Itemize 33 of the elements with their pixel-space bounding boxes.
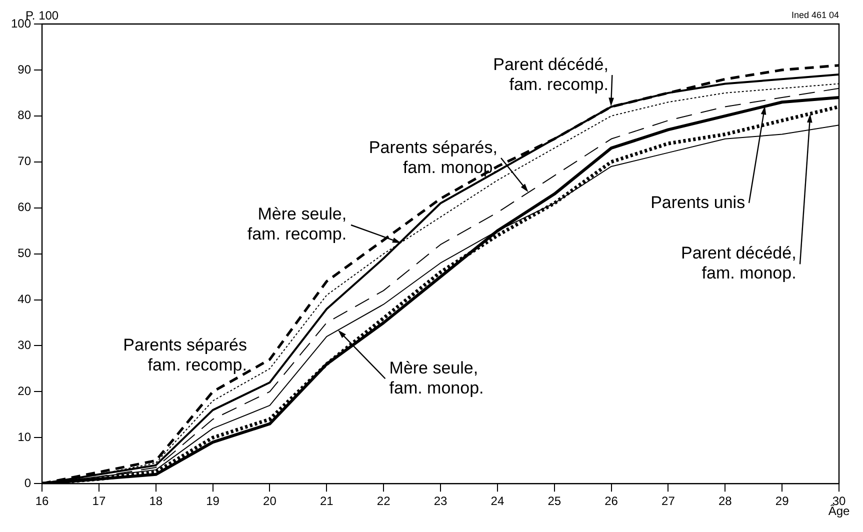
- x-tick-label: 20: [263, 494, 277, 508]
- series-label: Parents séparés fam. recomp.: [123, 335, 247, 374]
- x-tick-label: 27: [662, 494, 676, 508]
- y-tick-label: 60: [18, 200, 32, 214]
- text: Ined 461 04: [791, 10, 839, 20]
- x-tick-label: 25: [548, 494, 562, 508]
- x-axis-title: Âge: [828, 504, 850, 518]
- x-tick-label: 24: [490, 494, 504, 508]
- y-tick-label: 50: [18, 246, 32, 260]
- x-tick-label: 28: [718, 494, 732, 508]
- y-tick-label: 0: [24, 476, 32, 490]
- x-tick-label: 29: [775, 494, 790, 508]
- x-tick-label: 26: [604, 494, 618, 508]
- annotation: Parents séparés, fam. monop.: [368, 138, 498, 177]
- annotation: Mère seule, fam. recomp.: [247, 204, 347, 244]
- y-tick-label: 30: [18, 338, 32, 352]
- x-tick-label: 18: [149, 494, 163, 508]
- y-tick-label: 10: [18, 430, 32, 444]
- y-tick-label: 70: [18, 154, 32, 168]
- y-tick-label: 40: [18, 292, 32, 306]
- y-tick-label: 80: [18, 108, 32, 122]
- annotation: Parents unis: [650, 192, 746, 212]
- x-tick-label: 21: [320, 494, 334, 508]
- x-tick-label: 19: [206, 494, 220, 508]
- x-tick-label: 23: [434, 494, 448, 508]
- annotation: Parent décédé, fam. recomp.: [493, 55, 608, 94]
- y-tick-label: 20: [18, 384, 32, 398]
- x-tick-label: 17: [92, 494, 106, 508]
- annotation: Mère seule, fam. monop.: [389, 358, 484, 398]
- annotation: Parent décédé, fam. monop.: [680, 243, 796, 282]
- x-tick-label: 16: [35, 494, 50, 508]
- x-tick-label: 22: [376, 494, 391, 508]
- y-tick-label: 90: [18, 62, 32, 76]
